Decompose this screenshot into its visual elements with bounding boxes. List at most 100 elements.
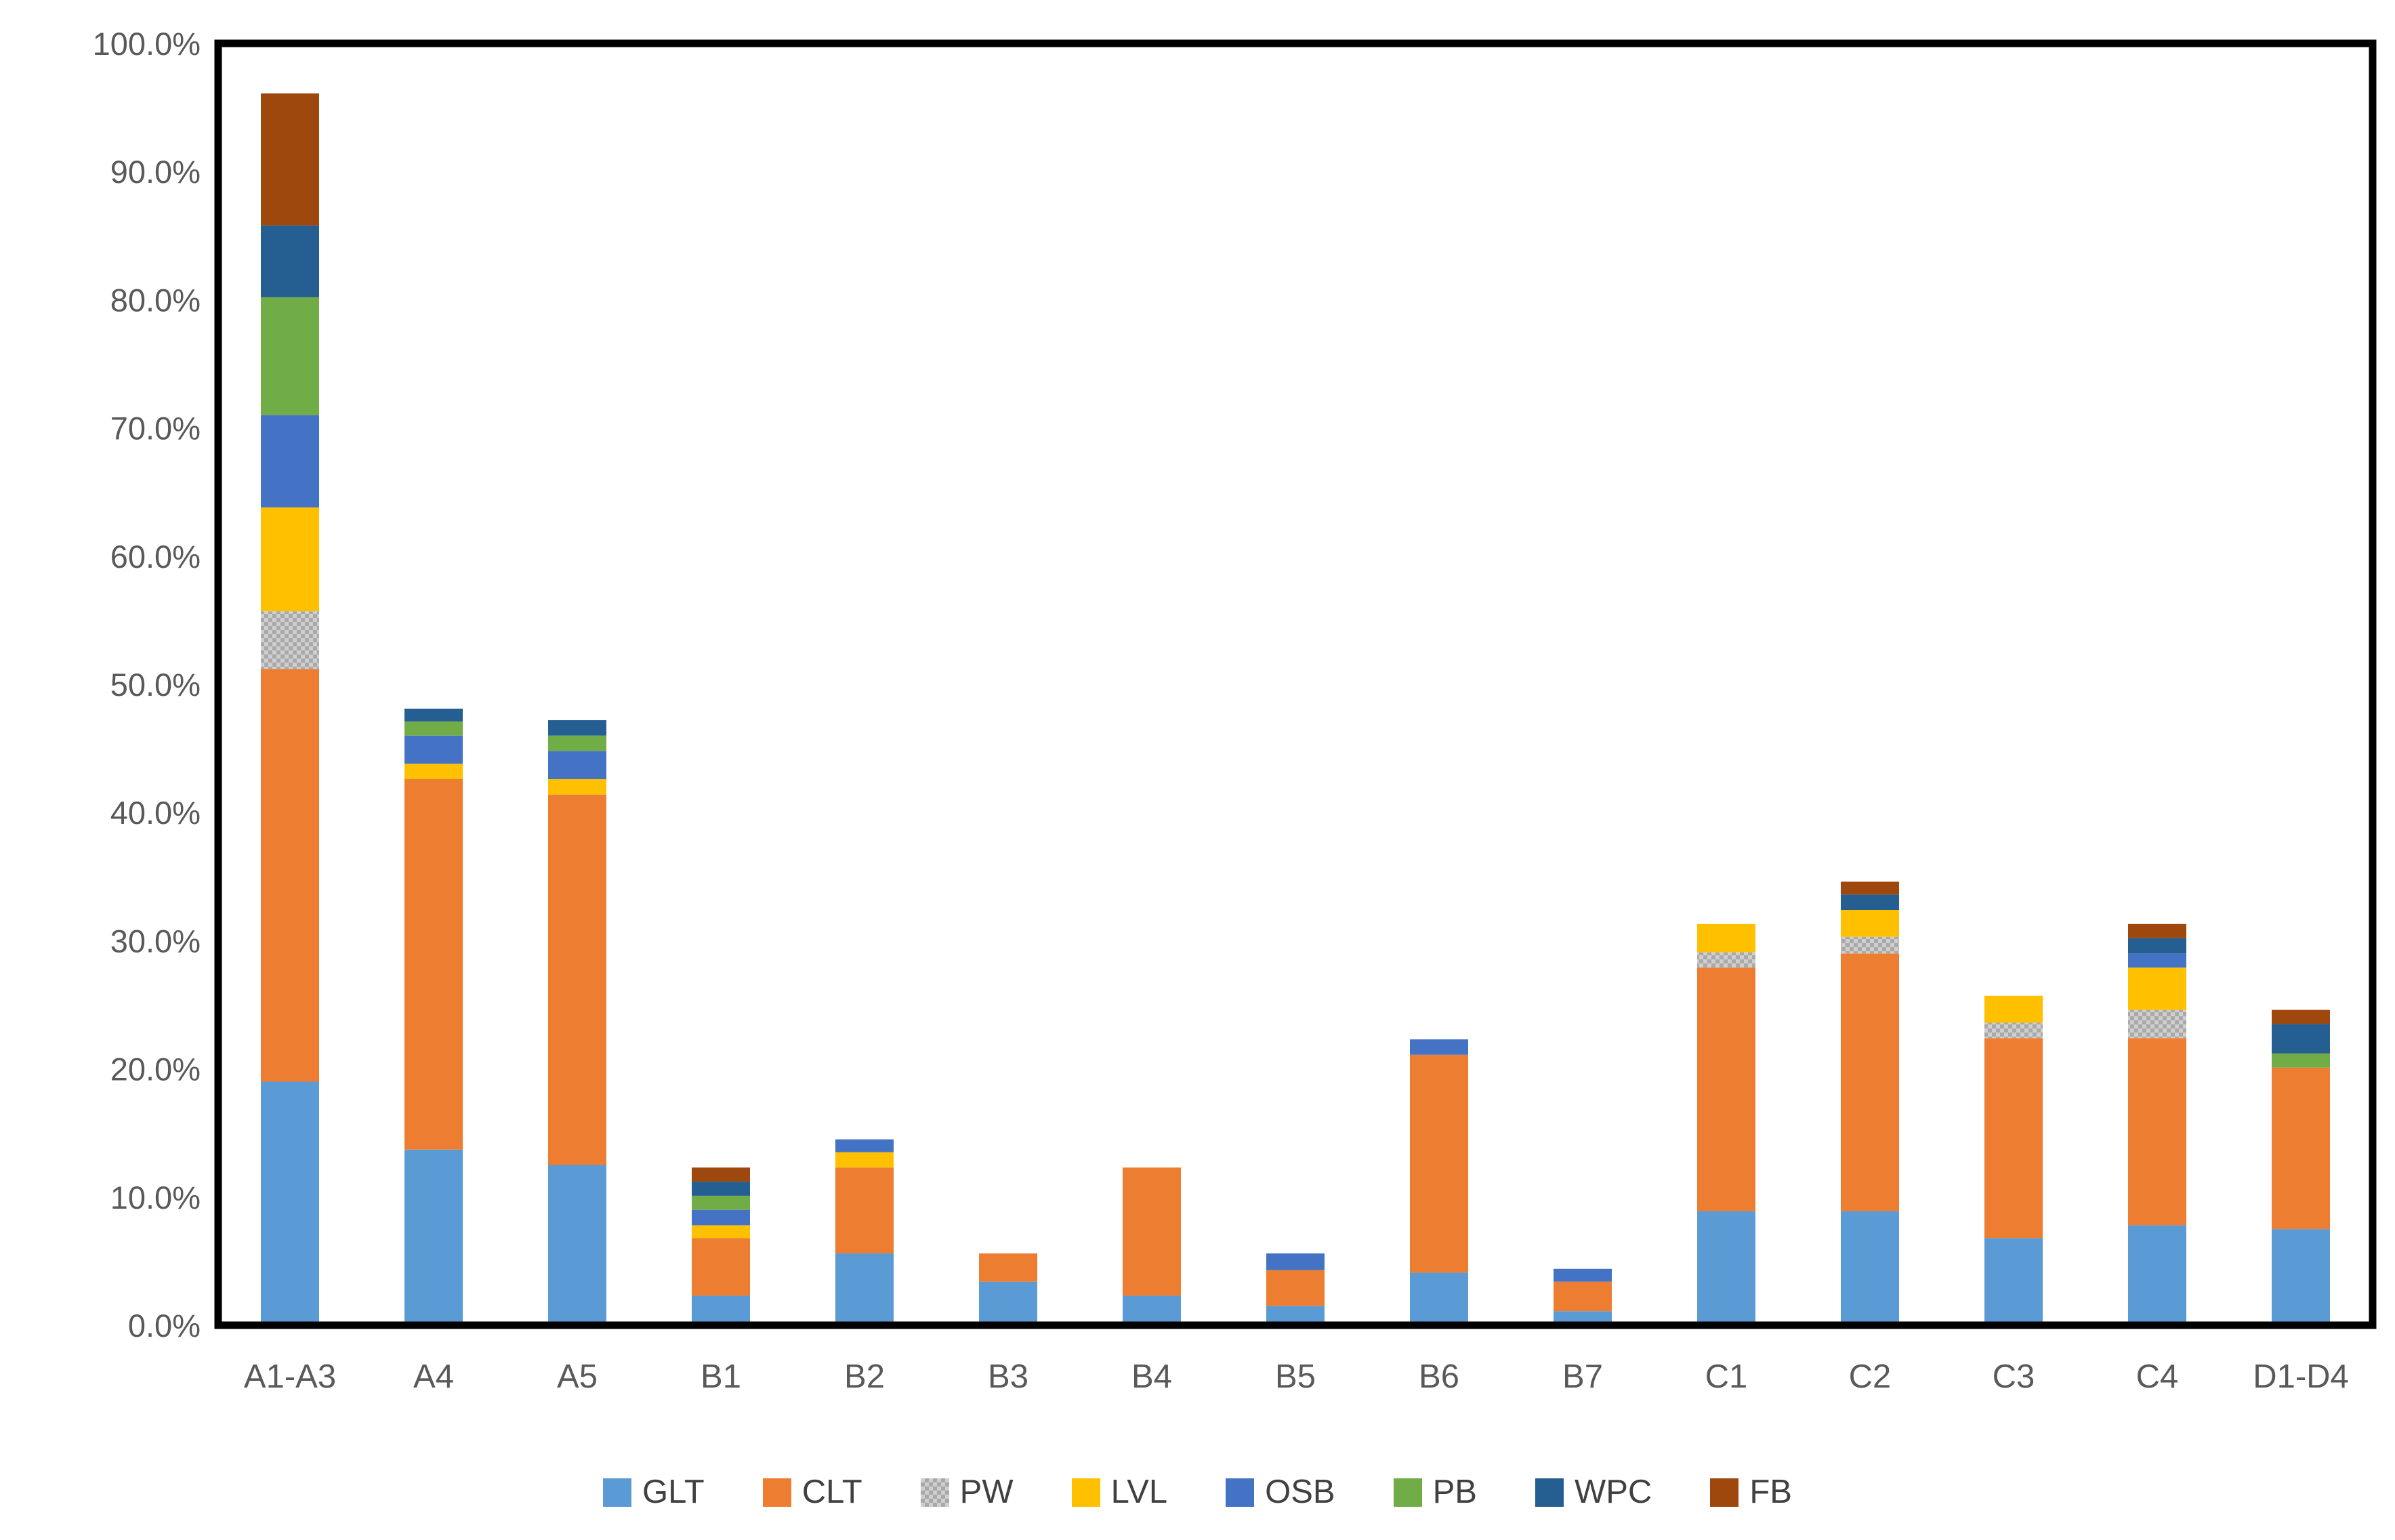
bar-segment [548, 779, 606, 795]
legend-item: FB [1710, 1476, 1792, 1509]
bar-segment [1841, 881, 1899, 895]
y-tick-label: 0.0% [128, 1308, 201, 1344]
bar-segment [1984, 995, 2043, 1023]
bar-segment [1410, 1054, 1468, 1273]
y-tick-label: 100.0% [93, 26, 201, 62]
bar-segment [1697, 952, 1755, 968]
bar-series-group [261, 93, 2330, 1325]
bar-segment [2128, 938, 2186, 954]
legend-item: PW [920, 1474, 1014, 1510]
bar-segment [261, 225, 319, 297]
x-category-label: C1 [1705, 1358, 1748, 1395]
bar-segment [1266, 1253, 1325, 1270]
x-category-label: B4 [1131, 1358, 1172, 1395]
x-category-label: B5 [1275, 1358, 1316, 1395]
x-category-label: C4 [2136, 1358, 2179, 1395]
bar-segment [404, 721, 463, 736]
legend-label: FB [1749, 1474, 1792, 1510]
legend-swatch [1226, 1478, 1255, 1507]
y-axis-tick-labels: 0.0% 10.0% 20.0% 30.0% 40.0% 50.0% 60.0% 70.0% 8… [93, 26, 201, 1344]
legend-item: LVL [1071, 1474, 1168, 1510]
x-axis-category-labels: A1-A3 A4 A5 B1 B2 B3 B4 B5 B6 B7 C1 C2 C3 C4 D1-D4 [244, 1358, 2349, 1395]
bar-segment [835, 1253, 894, 1325]
bar-segment [1697, 923, 1755, 953]
bar-segment [548, 735, 606, 751]
bar-segment [404, 735, 463, 764]
plot-frame [214, 39, 2377, 1329]
x-category-label: C2 [1849, 1358, 1892, 1395]
bar-segment [692, 1195, 750, 1210]
y-tick-label: 60.0% [110, 539, 201, 575]
bar-segment [1123, 1295, 1181, 1325]
y-tick-label: 20.0% [110, 1052, 201, 1087]
bar-segment [2128, 1225, 2186, 1325]
legend-swatch [762, 1478, 791, 1507]
bar-segment [692, 1167, 750, 1182]
bar-segment [1984, 1022, 2043, 1039]
bar-segment [261, 507, 319, 612]
bar-segment [2128, 953, 2186, 968]
bar-segment [1697, 1211, 1755, 1325]
bar-segment [1841, 1211, 1899, 1325]
bar-segment [404, 764, 463, 780]
x-category-label: A4 [413, 1358, 454, 1395]
bar-segment [261, 611, 319, 669]
bar-segment [548, 794, 606, 1165]
bar-segment [692, 1209, 750, 1226]
bar-segment [1841, 909, 1899, 937]
bar-segment [261, 1081, 319, 1325]
bar-segment [1697, 967, 1755, 1211]
legend-label: OSB [1265, 1474, 1335, 1510]
x-category-label: D1-D4 [2253, 1358, 2349, 1395]
bar-segment [261, 669, 319, 1082]
legend-swatch [1710, 1478, 1739, 1507]
x-category-label: B6 [1419, 1358, 1459, 1395]
bar-segment [1841, 894, 1899, 910]
bar-segment [1123, 1167, 1181, 1296]
y-tick-label: 40.0% [110, 795, 201, 831]
bar-segment [1841, 953, 1899, 1211]
bar-segment [404, 779, 463, 1150]
legend-label: PW [959, 1474, 1014, 1510]
bar-segment [1984, 1038, 2043, 1239]
bar-segment [548, 1165, 606, 1325]
y-tick-label: 50.0% [110, 667, 201, 703]
bar-segment [2272, 1067, 2330, 1230]
bar-segment [2128, 967, 2186, 1010]
bar-segment [1410, 1039, 1468, 1055]
bar-segment [692, 1295, 750, 1325]
bar-segment [548, 751, 606, 780]
bar-segment [2128, 1038, 2186, 1226]
bar-segment [2272, 1024, 2330, 1054]
bar-segment [404, 1149, 463, 1325]
bar-segment [2272, 1010, 2330, 1024]
legend-label: CLT [801, 1474, 862, 1510]
y-tick-label: 90.0% [110, 154, 201, 190]
bar-segment [692, 1238, 750, 1296]
legend-swatch [1535, 1478, 1564, 1507]
legend-item: OSB [1226, 1476, 1335, 1509]
bar-segment [2128, 1010, 2186, 1039]
chart-canvas: 0.0% 10.0% 20.0% 30.0% 40.0% 50.0% 60.0% 70.0% 8… [93, 26, 2377, 1395]
bar-segment [1984, 1238, 2043, 1325]
bar-segment [835, 1139, 894, 1152]
bar-segment [692, 1182, 750, 1196]
bar-segment [1554, 1268, 1612, 1282]
y-tick-label: 80.0% [110, 282, 201, 318]
bar-segment [261, 93, 319, 226]
bar-segment [261, 415, 319, 507]
bar-segment [261, 297, 319, 415]
bar-segment [1266, 1270, 1325, 1306]
bar-segment [2272, 1053, 2330, 1068]
legend-item: CLT [762, 1474, 862, 1510]
bar-segment [548, 720, 606, 736]
legend-label: LVL [1110, 1474, 1168, 1510]
legend-swatch [920, 1478, 949, 1507]
x-category-label: C3 [1993, 1358, 2035, 1395]
bar-segment [979, 1253, 1037, 1282]
legend-label: PB [1432, 1474, 1477, 1510]
bar-segment [404, 708, 463, 722]
x-category-label: B1 [701, 1358, 741, 1395]
legend-item: GLT [603, 1476, 705, 1509]
